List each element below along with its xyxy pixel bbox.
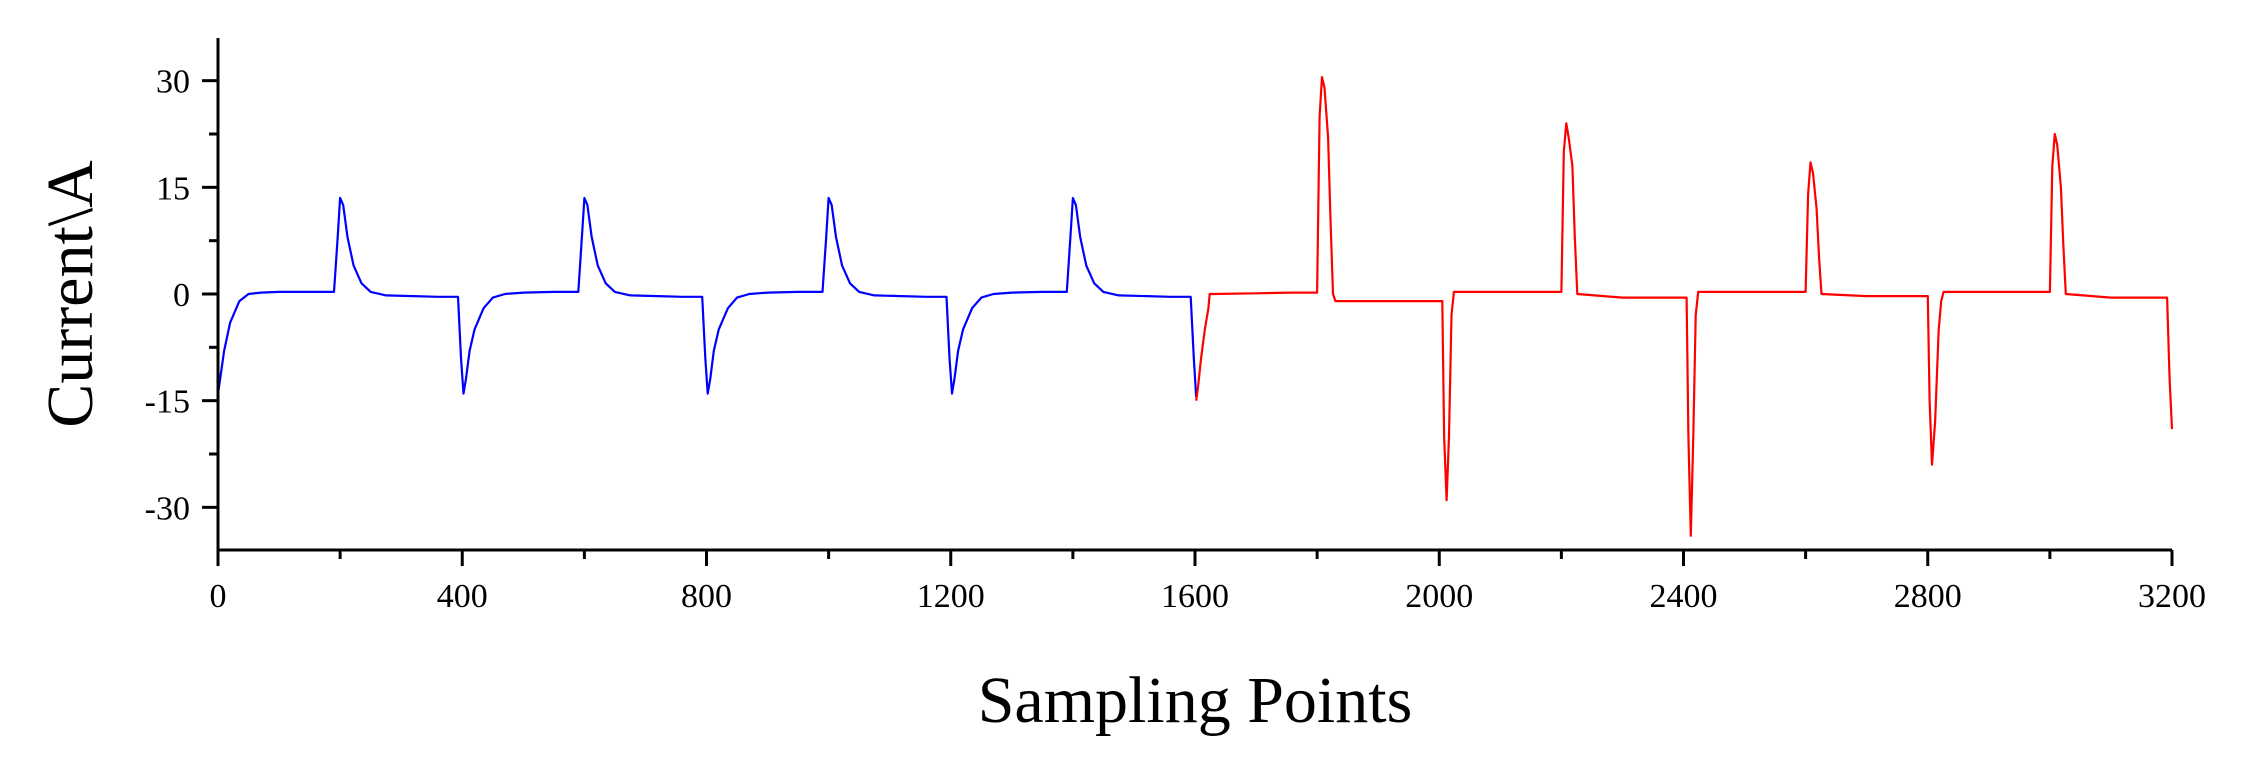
x-tick-label: 2800 bbox=[1894, 578, 1962, 615]
x-tick-label: 0 bbox=[210, 578, 227, 615]
y-axis-title: Current\A bbox=[34, 160, 107, 428]
x-tick-label: 2000 bbox=[1405, 578, 1473, 615]
x-axis-title: Sampling Points bbox=[978, 664, 1413, 737]
y-tick-label: 30 bbox=[156, 64, 190, 101]
x-tick-label: 3200 bbox=[2138, 578, 2206, 615]
x-tick-label: 400 bbox=[437, 578, 488, 615]
y-tick-label: 0 bbox=[173, 277, 190, 314]
labels-layer: 30 15 0 -15 -30 0 400 800 1200 1600 2000 2400 2800 32… bbox=[145, 64, 2206, 615]
x-tick-label: 1200 bbox=[917, 578, 985, 615]
y-tick-label: -30 bbox=[145, 490, 190, 527]
y-tick-label: 15 bbox=[156, 170, 190, 207]
series-layer bbox=[216, 75, 2174, 537]
x-tick-label: 2400 bbox=[1650, 578, 1718, 615]
y-tick-label: -15 bbox=[145, 384, 190, 421]
series-line-2 bbox=[1195, 75, 2174, 537]
series-line-1 bbox=[216, 196, 1198, 398]
x-tick-label: 800 bbox=[681, 578, 732, 615]
ticks-layer bbox=[202, 79, 2174, 566]
x-tick-label: 1600 bbox=[1161, 578, 1229, 615]
